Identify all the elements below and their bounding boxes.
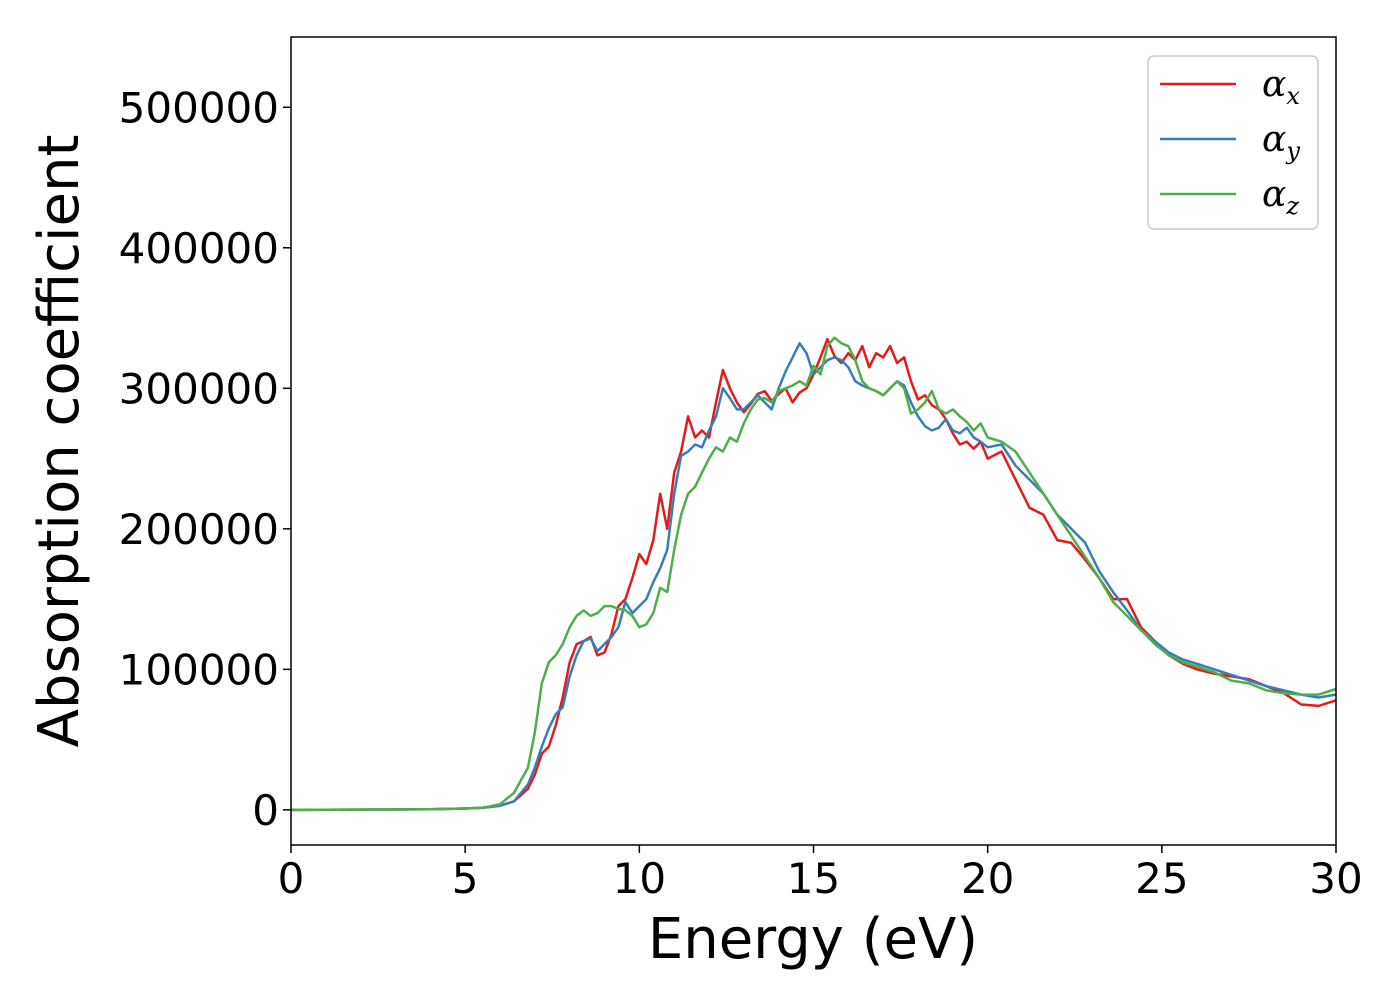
legend-subscript: y	[1285, 137, 1300, 165]
x-tick-label: 0	[278, 854, 305, 903]
legend-label-alpha-x: αx	[1262, 64, 1300, 110]
y-axis: 0 100000 200000 300000 400000 500000	[119, 83, 291, 835]
y-axis-title: Absorption coefficient	[27, 135, 92, 748]
x-tick-label: 5	[452, 854, 479, 903]
legend-subscript: z	[1285, 192, 1299, 220]
series-line-alpha-z	[290, 336, 1337, 812]
x-axis: 0 5 10 15 20 25 30	[278, 845, 1363, 903]
legend-label-alpha-z: αz	[1262, 174, 1299, 220]
legend-symbol: α	[1262, 174, 1286, 215]
legend-subscript: x	[1286, 82, 1300, 110]
y-tick-label: 0	[252, 786, 279, 835]
x-tick-label: 15	[787, 854, 840, 903]
legend-symbol: α	[1262, 119, 1286, 160]
x-tick-label: 20	[961, 854, 1014, 903]
y-tick-label: 100000	[119, 645, 279, 694]
x-tick-label: 10	[613, 854, 666, 903]
series-line-alpha-y	[290, 342, 1337, 812]
x-axis-title: Energy (eV)	[648, 907, 978, 972]
legend-label-alpha-y: αy	[1262, 119, 1300, 165]
x-tick-label: 30	[1309, 854, 1362, 903]
y-tick-label: 200000	[119, 505, 279, 554]
y-tick-label: 500000	[119, 83, 279, 132]
series-layer	[290, 336, 1337, 812]
y-tick-label: 300000	[119, 364, 279, 413]
x-tick-label: 25	[1135, 854, 1188, 903]
legend-symbol: α	[1262, 64, 1286, 105]
legend-box	[1147, 55, 1319, 230]
y-tick-label: 400000	[119, 224, 279, 273]
